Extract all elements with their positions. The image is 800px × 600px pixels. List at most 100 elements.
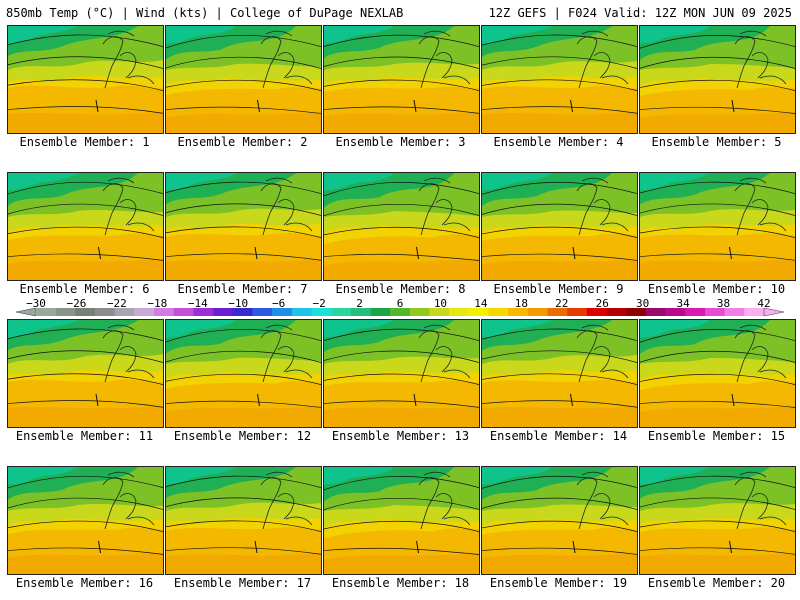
colorbar-swatch <box>154 308 175 316</box>
panel-caption: Ensemble Member: 20 <box>647 576 786 590</box>
colorbar-swatch <box>744 308 765 316</box>
colorbar-tick-label: 42 <box>757 297 771 310</box>
ensemble-member-map <box>639 466 796 575</box>
colorbar-tick-labels: −30 −26 −22 −18 −14 −10 −6 −2 2 6 10 14 18 22 26 30 34 38… <box>16 297 784 310</box>
colorbar-swatch <box>291 308 312 316</box>
colorbar-tick-label: −30 <box>26 297 46 310</box>
colorbar-swatch <box>193 308 214 316</box>
ensemble-member-map <box>639 319 796 428</box>
colorbar-swatch <box>55 308 76 316</box>
colorbar-swatch <box>586 308 607 316</box>
colorbar-tick-label: 34 <box>676 297 690 310</box>
colorbar-swatch <box>606 308 627 316</box>
panel-caption: Ensemble Member: 14 <box>489 429 628 443</box>
ensemble-member-map <box>481 25 638 134</box>
ensemble-member-map <box>639 172 796 281</box>
colorbar-swatch <box>547 308 568 316</box>
ensemble-member-map <box>481 172 638 281</box>
colorbar-swatch <box>449 308 470 316</box>
ensemble-member-map <box>323 25 480 134</box>
ensemble-member-map <box>165 466 322 575</box>
colorbar-swatch <box>134 308 155 316</box>
colorbar-swatch <box>645 308 666 316</box>
panel-caption: Ensemble Member: 16 <box>15 576 154 590</box>
colorbar-swatch <box>665 308 686 316</box>
colorbar-tick-label: −10 <box>228 297 249 310</box>
ensemble-member-map <box>165 172 322 281</box>
colorbar-high-arrow <box>763 308 784 316</box>
colorbar-swatch <box>409 308 430 316</box>
panel-caption: Ensemble Member: 6 <box>19 282 150 296</box>
colorbar-swatch <box>95 308 116 316</box>
colorbar-swatch <box>213 308 234 316</box>
ensemble-member-map <box>7 319 164 428</box>
colorbar-tick-label: 10 <box>433 297 448 310</box>
panel-caption: Ensemble Member: 17 <box>173 576 312 590</box>
colorbar-swatch <box>429 308 450 316</box>
ensemble-member-map <box>639 25 796 134</box>
ensemble-member-map <box>7 25 164 134</box>
colorbar-swatch <box>685 308 706 316</box>
panel-caption: Ensemble Member: 2 <box>177 135 308 149</box>
panel-caption: Ensemble Member: 19 <box>489 576 628 590</box>
colorbar-tick-label: 30 <box>636 297 650 310</box>
colorbar-swatch <box>75 308 96 316</box>
panel-caption: Ensemble Member: 8 <box>335 282 466 296</box>
ensemble-member-map <box>323 172 480 281</box>
panel-caption: Ensemble Member: 1 <box>19 135 150 149</box>
panel-caption: Ensemble Member: 11 <box>15 429 154 443</box>
colorbar-tick-label: 26 <box>595 297 609 310</box>
colorbar-tick-label: 22 <box>555 297 569 310</box>
panel-caption: Ensemble Member: 5 <box>651 135 782 149</box>
ensemble-member-map <box>323 319 480 428</box>
colorbar-swatch <box>488 308 509 316</box>
colorbar-swatch <box>508 308 529 316</box>
ensemble-member-map <box>165 25 322 134</box>
ensemble-member-map <box>481 466 638 575</box>
colorbar-swatch <box>36 308 56 316</box>
panel-caption: Ensemble Member: 13 <box>331 429 470 443</box>
colorbar-swatch <box>468 308 489 316</box>
panel-caption: Ensemble Member: 18 <box>331 576 470 590</box>
colorbar-tick-label: −6 <box>272 297 286 310</box>
colorbar-swatch <box>114 308 135 316</box>
colorbar-swatch <box>252 308 273 316</box>
colorbar-swatch <box>724 308 745 316</box>
colorbar-swatch <box>626 308 647 316</box>
panel-caption: Ensemble Member: 10 <box>647 282 786 296</box>
colorbar-swatch <box>272 308 293 316</box>
colorbar-tick-label: −2 <box>312 297 326 310</box>
colorbar-swatch <box>390 308 411 316</box>
panel-caption: Ensemble Member: 9 <box>493 282 624 296</box>
colorbar-swatch <box>704 308 725 316</box>
colorbar-swatch <box>331 308 352 316</box>
colorbar-low-arrow <box>16 308 37 316</box>
colorbar-tick-label: −14 <box>187 297 208 310</box>
panel-caption: Ensemble Member: 3 <box>335 135 466 149</box>
temperature-colorbar: −30 −26 −22 −18 −14 −10 −6 −2 2 6 10 14 18 22 26 30 34 38… <box>16 297 784 317</box>
colorbar-tick-label: −26 <box>66 297 87 310</box>
model-run-info: 12Z GEFS | F024 Valid: 12Z MON JUN 09 20… <box>488 6 792 20</box>
colorbar-swatch <box>527 308 548 316</box>
colorbar-tick-label: 6 <box>396 297 404 310</box>
colorbar-tick-label: 2 <box>356 297 363 310</box>
map-title: 850mb Temp (°C) | Wind (kts) | College o… <box>6 6 404 20</box>
colorbar-swatch <box>350 308 371 316</box>
ensemble-member-map <box>7 466 164 575</box>
colorbar-tick-label: 18 <box>514 297 528 310</box>
ensemble-member-map <box>165 319 322 428</box>
ensemble-member-map <box>481 319 638 428</box>
panel-caption: Ensemble Member: 15 <box>647 429 786 443</box>
panel-caption: Ensemble Member: 12 <box>173 429 312 443</box>
colorbar-swatch <box>232 308 253 316</box>
colorbar-tick-label: 14 <box>474 297 488 310</box>
colorbar-strip <box>16 308 784 316</box>
ensemble-member-map <box>323 466 480 575</box>
colorbar-tick-label: −22 <box>106 297 127 310</box>
colorbar-swatch <box>173 308 194 316</box>
colorbar-swatch <box>567 308 588 316</box>
colorbar-tick-label: 38 <box>716 297 731 310</box>
panel-caption: Ensemble Member: 7 <box>177 282 308 296</box>
colorbar-tick-label: −18 <box>147 297 168 310</box>
colorbar-swatch <box>311 308 332 316</box>
